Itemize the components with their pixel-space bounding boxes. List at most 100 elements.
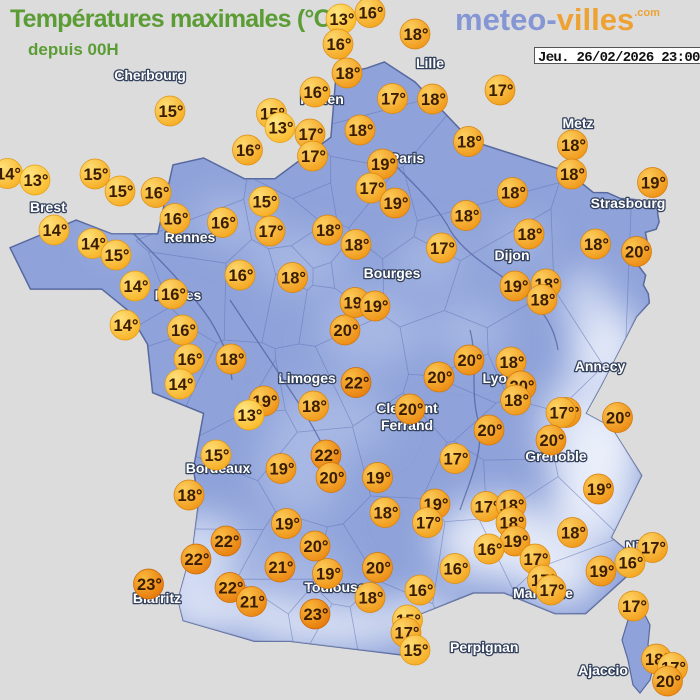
svg-text:17°: 17° — [430, 240, 455, 258]
svg-text:17°: 17° — [259, 223, 284, 241]
svg-text:20°: 20° — [366, 559, 391, 577]
svg-text:18°: 18° — [560, 166, 585, 184]
svg-text:16°: 16° — [304, 84, 329, 102]
svg-text:18°: 18° — [345, 236, 370, 254]
svg-text:18°: 18° — [302, 398, 327, 416]
svg-text:14°: 14° — [43, 222, 68, 240]
svg-text:20°: 20° — [304, 538, 329, 556]
svg-text:17°: 17° — [381, 90, 406, 108]
svg-text:14°: 14° — [114, 317, 139, 335]
svg-text:16°: 16° — [171, 322, 196, 340]
svg-text:16°: 16° — [211, 214, 236, 232]
svg-text:16°: 16° — [178, 351, 203, 369]
svg-text:15°: 15° — [205, 447, 230, 465]
svg-text:18°: 18° — [561, 137, 586, 155]
svg-text:19°: 19° — [270, 460, 295, 478]
svg-text:15°: 15° — [159, 103, 184, 121]
svg-text:20°: 20° — [606, 409, 631, 427]
svg-text:20°: 20° — [334, 322, 359, 340]
svg-text:Dijon: Dijon — [495, 247, 530, 263]
svg-text:15°: 15° — [253, 193, 278, 211]
svg-text:19°: 19° — [641, 174, 666, 192]
svg-text:18°: 18° — [374, 504, 399, 522]
svg-text:Brest: Brest — [30, 199, 66, 215]
svg-text:16°: 16° — [619, 554, 644, 572]
svg-text:18°: 18° — [457, 133, 482, 151]
svg-text:18°: 18° — [421, 91, 446, 109]
svg-text:20°: 20° — [458, 352, 483, 370]
svg-text:19°: 19° — [366, 469, 391, 487]
svg-text:22°: 22° — [315, 447, 340, 465]
svg-text:13°: 13° — [238, 407, 263, 425]
svg-text:17°: 17° — [550, 404, 575, 422]
svg-text:17°: 17° — [360, 180, 385, 198]
svg-text:18°: 18° — [220, 351, 245, 369]
svg-text:15°: 15° — [105, 247, 130, 265]
svg-text:14°: 14° — [169, 376, 194, 394]
svg-text:18°: 18° — [501, 184, 526, 202]
svg-text:23°: 23° — [137, 576, 162, 594]
svg-text:16°: 16° — [164, 210, 189, 228]
svg-text:16°: 16° — [161, 286, 186, 304]
svg-text:20°: 20° — [399, 401, 424, 419]
svg-text:Bourges: Bourges — [364, 265, 421, 281]
svg-text:19°: 19° — [316, 565, 341, 583]
svg-text:Ajaccio: Ajaccio — [578, 662, 628, 678]
svg-text:16°: 16° — [145, 184, 170, 202]
svg-text:17°: 17° — [489, 82, 514, 100]
svg-text:18°: 18° — [316, 222, 341, 240]
svg-text:18°: 18° — [349, 122, 374, 140]
svg-text:Perpignan: Perpignan — [450, 639, 518, 655]
svg-text:20°: 20° — [320, 469, 345, 487]
svg-text:17°: 17° — [475, 498, 500, 516]
svg-text:18°: 18° — [500, 354, 525, 372]
svg-text:19°: 19° — [587, 481, 612, 499]
svg-text:20°: 20° — [625, 243, 650, 261]
svg-text:20°: 20° — [540, 432, 565, 450]
svg-text:17°: 17° — [301, 148, 326, 166]
svg-text:15°: 15° — [84, 166, 109, 184]
svg-text:18°: 18° — [404, 26, 429, 44]
svg-text:20°: 20° — [428, 369, 453, 387]
svg-text:16°: 16° — [478, 541, 503, 559]
svg-text:19°: 19° — [590, 563, 615, 581]
svg-text:16°: 16° — [229, 267, 254, 285]
svg-text:18°: 18° — [359, 589, 384, 607]
svg-text:13°: 13° — [330, 11, 355, 29]
svg-text:17°: 17° — [622, 598, 647, 616]
svg-text:13°: 13° — [24, 172, 49, 190]
svg-text:18°: 18° — [504, 392, 529, 410]
svg-text:18°: 18° — [518, 226, 543, 244]
svg-text:21°: 21° — [269, 559, 294, 577]
svg-text:18°: 18° — [561, 524, 586, 542]
svg-text:17°: 17° — [444, 450, 469, 468]
svg-text:18°: 18° — [336, 65, 361, 83]
svg-text:14°: 14° — [124, 278, 149, 296]
svg-text:17°: 17° — [540, 582, 565, 600]
svg-text:19°: 19° — [504, 278, 529, 296]
svg-text:18°: 18° — [531, 291, 556, 309]
svg-text:19°: 19° — [275, 515, 300, 533]
svg-text:17°: 17° — [641, 539, 666, 557]
svg-text:13°: 13° — [269, 119, 294, 137]
svg-text:22°: 22° — [215, 533, 240, 551]
svg-text:16°: 16° — [409, 582, 434, 600]
svg-text:20°: 20° — [478, 422, 503, 440]
svg-text:21°: 21° — [240, 593, 265, 611]
svg-text:19°: 19° — [364, 298, 389, 316]
svg-text:16°: 16° — [444, 560, 469, 578]
svg-text:19°: 19° — [371, 156, 396, 174]
svg-text:16°: 16° — [236, 142, 261, 160]
svg-text:16°: 16° — [359, 4, 384, 22]
svg-text:15°: 15° — [109, 183, 134, 201]
svg-text:20°: 20° — [656, 673, 681, 691]
svg-text:Lille: Lille — [416, 55, 444, 71]
svg-text:22°: 22° — [185, 551, 210, 569]
svg-text:Metz: Metz — [562, 115, 593, 131]
svg-text:18°: 18° — [281, 269, 306, 287]
svg-text:17°: 17° — [416, 514, 441, 532]
svg-text:19°: 19° — [384, 195, 409, 213]
svg-text:14°: 14° — [0, 165, 21, 183]
svg-text:Cherbourg: Cherbourg — [114, 67, 186, 83]
svg-text:22°: 22° — [345, 374, 370, 392]
